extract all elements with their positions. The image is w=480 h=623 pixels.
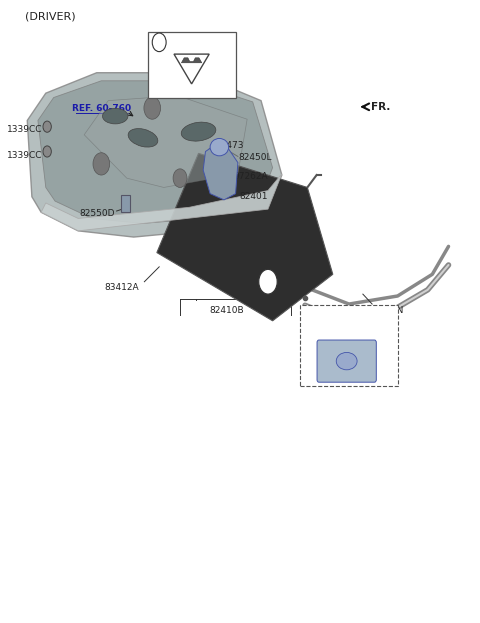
Polygon shape — [174, 54, 209, 84]
Ellipse shape — [181, 122, 216, 141]
Text: 1339CC: 1339CC — [7, 151, 42, 159]
FancyBboxPatch shape — [300, 305, 397, 386]
Polygon shape — [181, 58, 202, 63]
Ellipse shape — [336, 353, 357, 370]
Circle shape — [259, 269, 277, 294]
Text: 97262A: 97262A — [233, 172, 268, 181]
Text: FR.: FR. — [371, 102, 391, 112]
Text: REF. 60-760: REF. 60-760 — [72, 103, 131, 113]
Polygon shape — [41, 174, 282, 231]
Polygon shape — [38, 81, 273, 224]
Circle shape — [43, 121, 51, 132]
Text: 82410B: 82410B — [209, 306, 244, 315]
FancyBboxPatch shape — [121, 195, 131, 212]
Polygon shape — [84, 96, 247, 188]
FancyBboxPatch shape — [317, 340, 376, 382]
FancyBboxPatch shape — [148, 32, 236, 98]
Text: a: a — [156, 38, 162, 47]
Polygon shape — [157, 153, 333, 321]
Text: a: a — [265, 277, 271, 286]
Ellipse shape — [210, 138, 228, 156]
Circle shape — [144, 97, 161, 119]
Text: 96111A: 96111A — [179, 38, 214, 47]
Text: 82450L: 82450L — [332, 325, 366, 333]
Ellipse shape — [128, 128, 158, 147]
Circle shape — [152, 33, 166, 52]
Text: 83412A: 83412A — [105, 283, 140, 292]
Circle shape — [43, 146, 51, 157]
Polygon shape — [203, 145, 238, 200]
Text: 82450L: 82450L — [239, 153, 272, 162]
Text: 1339CC: 1339CC — [7, 125, 42, 135]
Polygon shape — [27, 73, 282, 237]
Circle shape — [93, 153, 109, 175]
Ellipse shape — [103, 108, 128, 124]
Text: 82401: 82401 — [239, 193, 268, 201]
Circle shape — [173, 169, 187, 188]
Text: 82550D: 82550D — [80, 209, 115, 218]
Text: (SAFETY): (SAFETY) — [330, 312, 368, 321]
Text: (DRIVER): (DRIVER) — [25, 12, 75, 22]
Text: 82473: 82473 — [216, 141, 244, 150]
Text: 82530N: 82530N — [368, 306, 404, 315]
